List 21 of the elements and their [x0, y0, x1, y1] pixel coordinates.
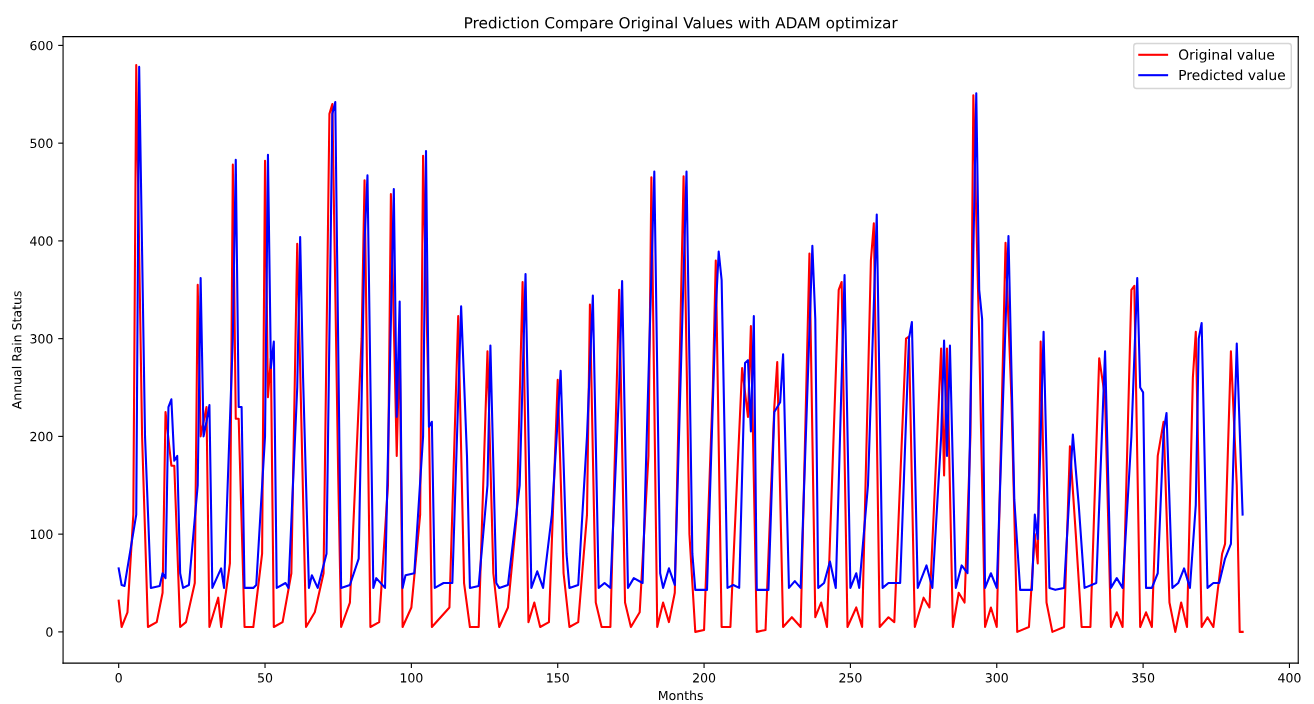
x-tick-label: 250: [839, 673, 862, 683]
chart-title: Prediction Compare Original Values with ADAM optimizar: [465, 16, 898, 32]
y-tick-label: 300: [30, 334, 53, 344]
x-tick-label: 400: [1278, 673, 1301, 683]
y-tick-label: 600: [30, 40, 53, 51]
x-axis-title: Months: [659, 690, 703, 701]
legend-label: Original value: [1178, 49, 1275, 63]
x-tick-label: 200: [693, 673, 716, 683]
x-tick-label: 350: [1132, 673, 1155, 683]
y-tick-label: 200: [30, 431, 53, 442]
y-axis-title: Annual Rain Status: [11, 291, 22, 410]
x-tick-label: 0: [115, 673, 122, 683]
x-tick-label: 50: [258, 673, 273, 683]
y-tick-label: 500: [30, 138, 53, 149]
legend-label: Predicted value: [1179, 69, 1285, 81]
y-tick-label: 0: [46, 627, 53, 637]
x-tick-label: 300: [985, 673, 1008, 683]
y-tick-label: 100: [30, 529, 53, 540]
x-tick-label: 100: [400, 673, 423, 683]
y-tick-label: 400: [30, 236, 53, 246]
x-tick-label: 150: [547, 673, 569, 683]
